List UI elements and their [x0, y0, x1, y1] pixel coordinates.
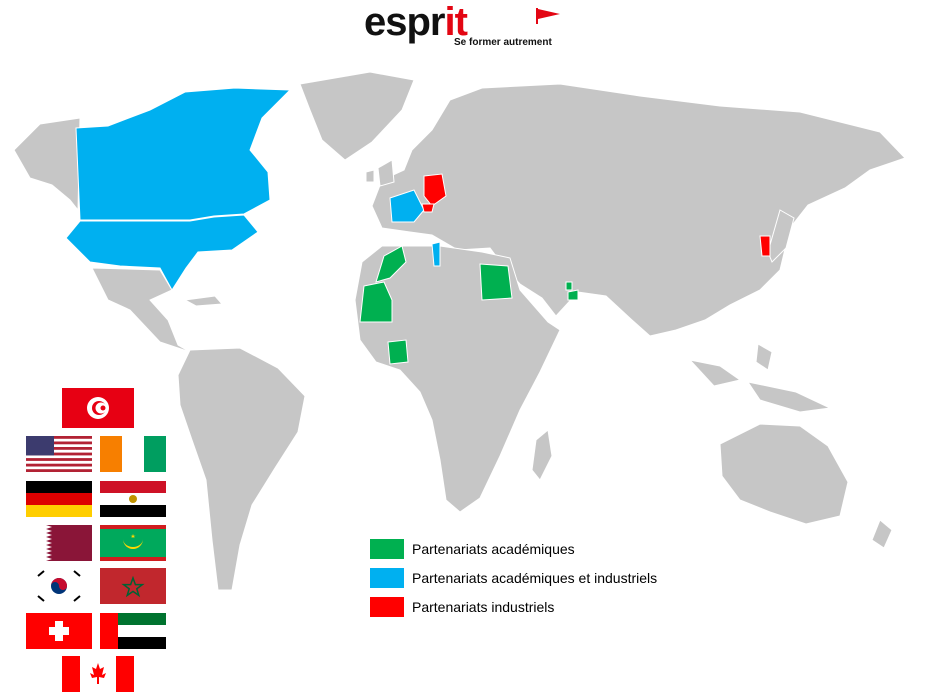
legend-item-industrial: Partenariats industriels [370, 592, 730, 621]
legend-item-academic: Partenariats académiques [370, 534, 730, 563]
region-egypt [479, 263, 513, 301]
region-south-korea [759, 235, 771, 257]
legend-label-academic-industrial: Partenariats académiques et industriels [412, 569, 658, 586]
region-mauritania [359, 281, 393, 323]
map-legend: Partenariats académiques Partenariats ac… [370, 534, 730, 621]
region-qatar [565, 281, 573, 291]
highlight-academic-industrial [65, 87, 441, 291]
region-morocco [375, 245, 407, 283]
flag-mauritania [100, 525, 166, 561]
region-canada [75, 87, 292, 221]
flag-switzerland [26, 613, 92, 649]
legend-label-industrial: Partenariats industriels [412, 598, 555, 615]
world-map [13, 71, 906, 591]
flag-qatar [26, 525, 92, 561]
region-usa [65, 214, 259, 291]
region-switzerland [421, 203, 435, 213]
region-germany [423, 173, 447, 207]
flag-morocco [100, 568, 166, 604]
highlight-academic [359, 245, 579, 365]
flag-germany [26, 481, 92, 517]
region-tunisia [431, 241, 441, 267]
region-ivory-coast [387, 339, 409, 365]
logo-wordmark: esprit [364, 0, 468, 45]
esprit-logo: esprit Se former autrement [360, 0, 570, 52]
flag-egypt [100, 481, 166, 517]
logo-text-accent: it [444, 0, 468, 44]
region-uae [567, 289, 579, 301]
highlight-industrial [421, 173, 771, 257]
legend-item-academic-industrial: Partenariats académiques et industriels [370, 563, 730, 592]
region-france [389, 189, 425, 223]
flag-canada [62, 656, 134, 692]
legend-swatch-academic [370, 538, 404, 559]
flag-uae [100, 613, 166, 649]
world-landmass [13, 71, 906, 591]
logo-tagline: Se former autrement [454, 37, 552, 48]
logo-text-main: espr [364, 0, 445, 44]
legend-swatch-industrial [370, 596, 404, 617]
legend-swatch-academic-industrial [370, 567, 404, 588]
flag-tunisia [62, 388, 134, 428]
flag-south-korea [26, 568, 92, 604]
logo-flag-icon [536, 8, 560, 24]
legend-label-academic: Partenariats académiques [412, 540, 575, 557]
flag-ivory-coast [100, 436, 166, 472]
flag-usa [26, 436, 92, 472]
